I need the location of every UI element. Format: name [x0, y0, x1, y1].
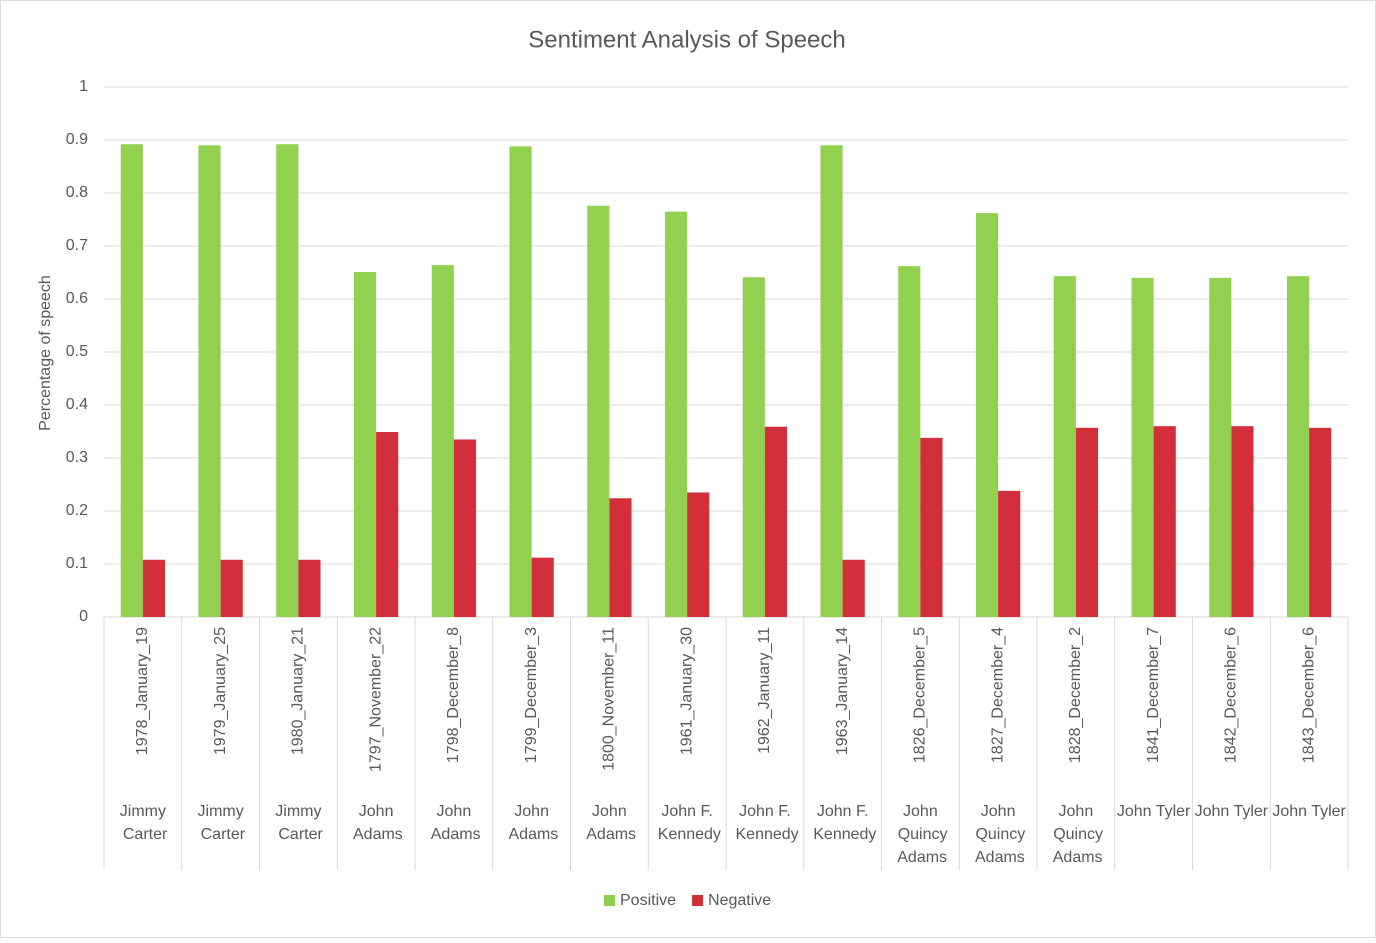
bar [687, 492, 710, 617]
y-tick-label: 0.8 [66, 184, 88, 201]
legend-swatch [604, 895, 615, 906]
x-tick-label: 1962_January_11 [756, 627, 773, 754]
bar [1153, 426, 1176, 617]
bar [431, 265, 454, 617]
x-tick-label: 1800_November_11 [601, 627, 618, 771]
x-tick-label: 1978_January_19 [134, 627, 151, 755]
bar [1209, 277, 1232, 617]
group-label: Jimmy Carter [196, 803, 246, 843]
y-tick-label: 0.3 [66, 449, 88, 466]
bar [764, 426, 788, 617]
bar [587, 205, 610, 617]
x-tick-label: 1961_January_30 [678, 627, 695, 755]
bar [353, 271, 377, 617]
bar [920, 437, 943, 617]
legend-swatch [692, 895, 704, 906]
legend-label: Negative [708, 892, 771, 909]
bar [842, 559, 865, 617]
bar [664, 211, 688, 618]
y-tick-label: 1 [79, 78, 88, 95]
group-label: John Adams [427, 803, 480, 843]
chart-title: Sentiment Analysis of Speech [528, 26, 846, 53]
y-tick-label: 0.4 [66, 396, 88, 413]
bar [198, 145, 221, 618]
bar [998, 490, 1021, 617]
bar [120, 144, 143, 618]
y-tick-label: 0.5 [66, 343, 88, 360]
bar [142, 559, 166, 617]
y-tick-label: 0.1 [66, 555, 88, 572]
group-label: John Quincy Adams [893, 803, 947, 866]
y-tick-label: 0 [79, 608, 88, 625]
y-tick-label: 0.9 [66, 131, 88, 148]
x-tick-label: 1842_December_6 [1223, 627, 1240, 763]
group-label: John F. Kennedy [809, 803, 877, 843]
bar [298, 559, 321, 617]
y-tick-label: 0.6 [66, 290, 88, 307]
y-tick-label: 0.7 [66, 237, 88, 254]
bar [276, 144, 299, 618]
group-label: Jimmy Carter [118, 803, 168, 843]
bar [820, 145, 843, 618]
bar [1075, 427, 1099, 617]
x-tick-label: 1797_November_22 [367, 627, 384, 772]
bar [376, 432, 399, 617]
bar [609, 498, 632, 617]
bar [220, 559, 243, 617]
group-label: John Adams [583, 803, 636, 843]
bar [1053, 276, 1076, 617]
x-tick-label: 1798_December_8 [445, 627, 462, 763]
group-label: John F. Kennedy [731, 803, 799, 843]
bar [1286, 276, 1310, 617]
x-tick-label: 1827_December_4 [989, 627, 1006, 763]
bar [898, 266, 921, 617]
group-label: John Adams [505, 803, 558, 843]
group-label: John Tyler [1195, 803, 1269, 820]
x-tick-label: 1826_December_5 [912, 627, 929, 763]
group-label: John F. Kennedy [653, 803, 721, 843]
x-tick-label: 1979_January_25 [212, 627, 229, 755]
x-tick-label: 1799_December_3 [523, 627, 540, 763]
x-tick-label: 1828_December_2 [1067, 627, 1084, 763]
legend-label: Positive [620, 892, 676, 909]
group-label: John Tyler [1272, 803, 1346, 820]
bar [1231, 426, 1254, 617]
group-label: Jimmy Carter [274, 803, 324, 843]
x-tick-label: 1963_January_14 [834, 627, 851, 755]
group-label: John Quincy Adams [971, 803, 1025, 866]
group-label: John Adams [349, 803, 402, 843]
x-tick-label: 1841_December_7 [1145, 627, 1162, 763]
bar [531, 557, 554, 617]
y-axis-label: Percentage of speech [37, 275, 54, 431]
group-label: John Quincy Adams [1049, 803, 1103, 866]
x-tick-label: 1843_December_6 [1300, 627, 1317, 763]
y-tick-label: 0.2 [66, 502, 88, 519]
bar [742, 277, 765, 617]
x-tick-label: 1980_January_21 [290, 627, 307, 755]
bar [1309, 427, 1332, 617]
bar [453, 439, 477, 617]
group-label: John Tyler [1117, 803, 1191, 820]
bar [975, 213, 999, 617]
bar [1131, 277, 1154, 617]
bar [509, 146, 532, 618]
